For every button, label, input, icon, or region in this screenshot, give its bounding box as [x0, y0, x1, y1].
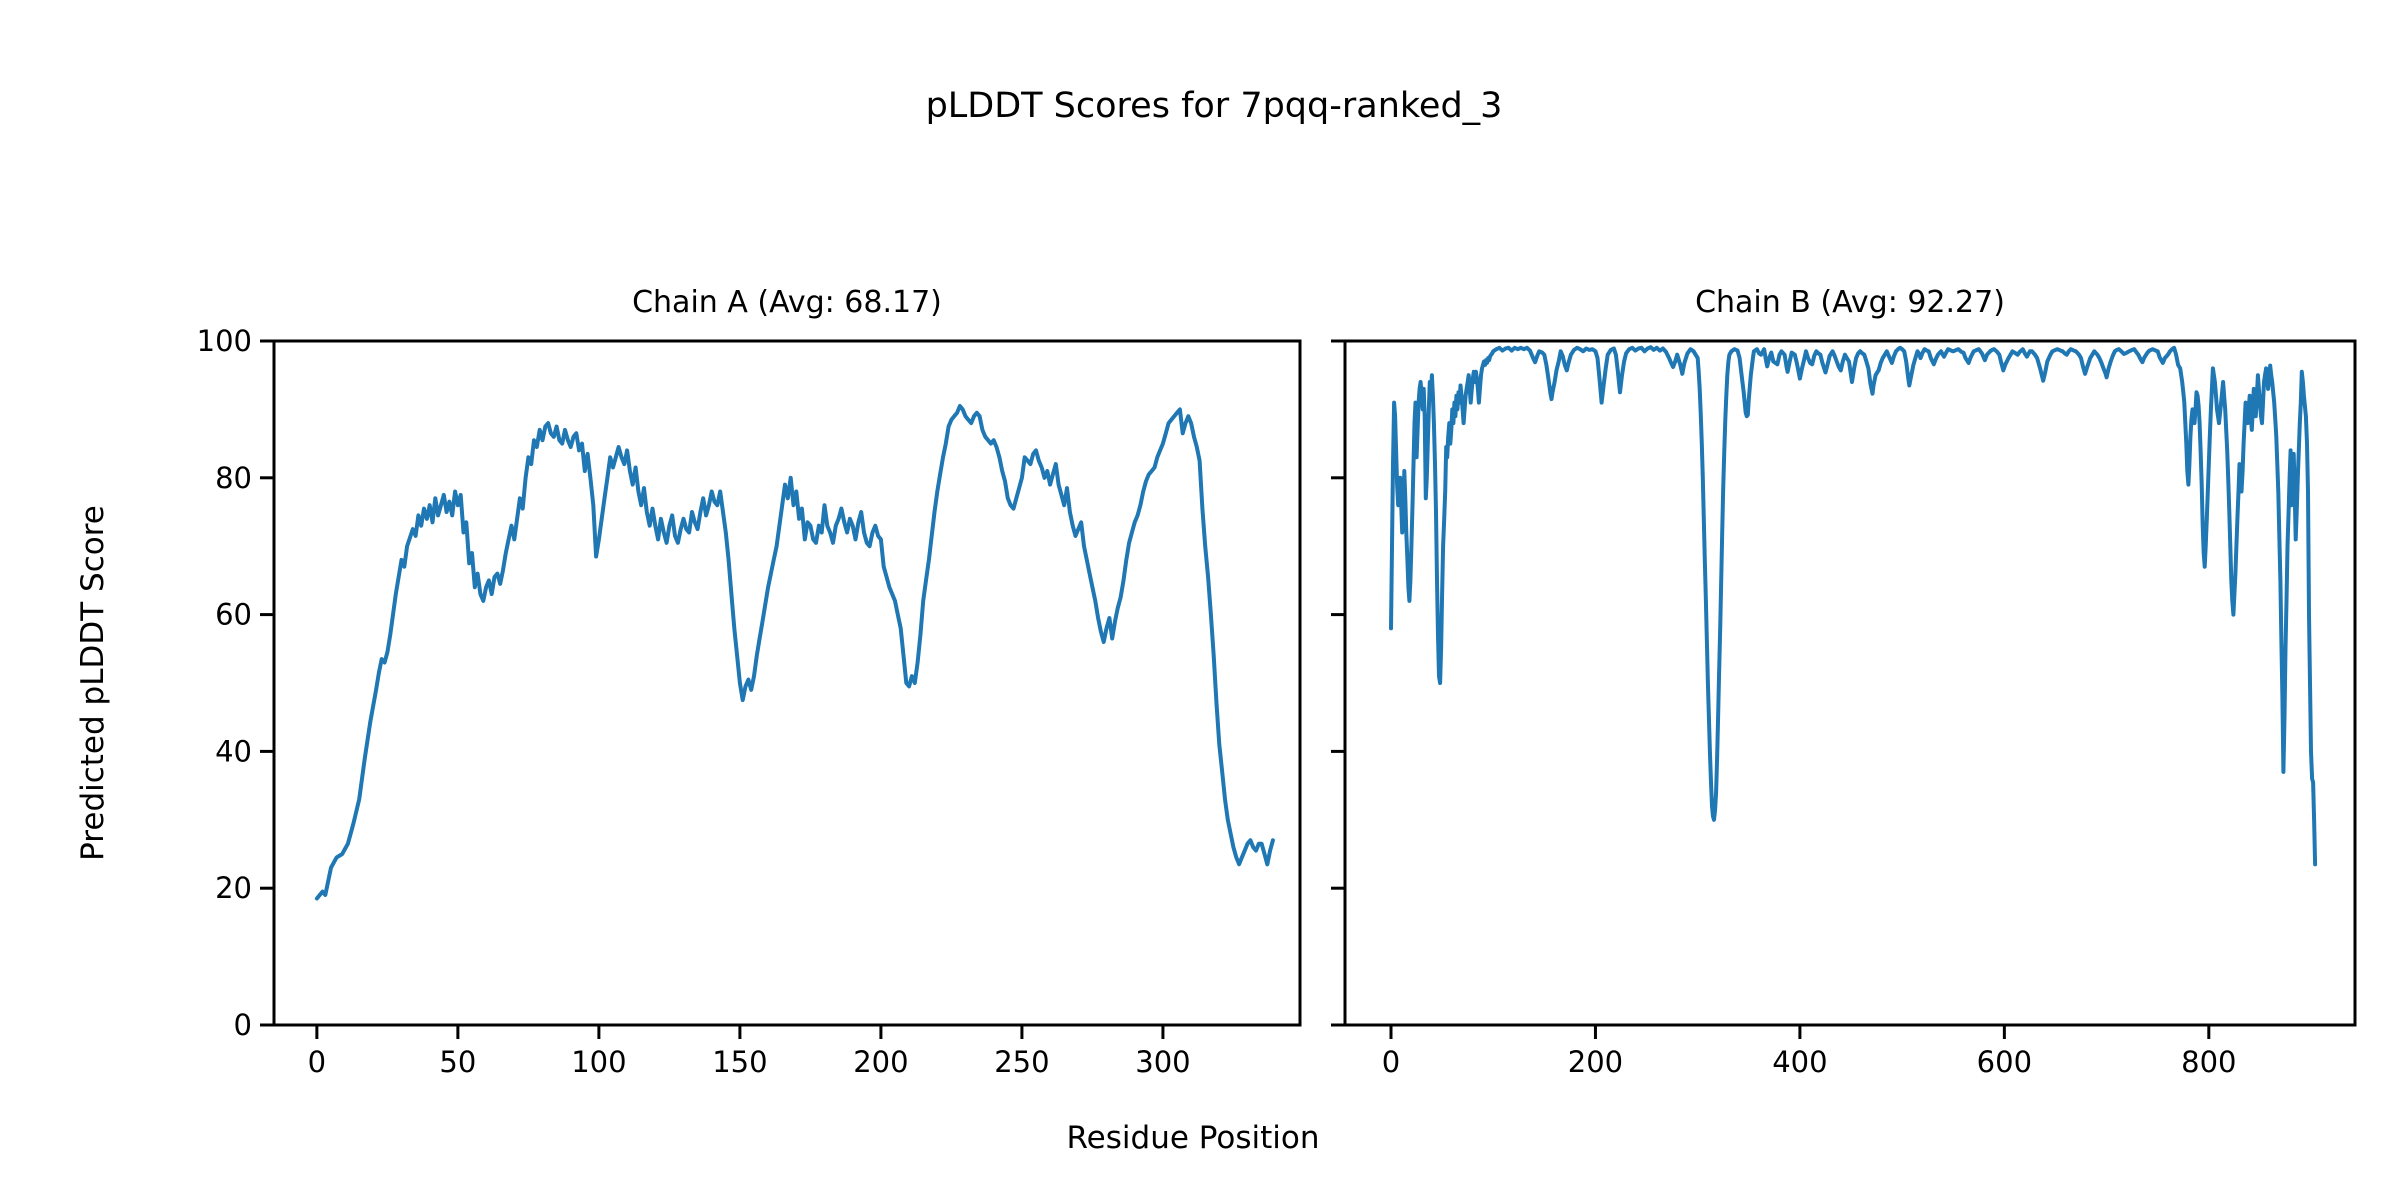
chain-b-axes: 0 200 400 600 800 — [1331, 339, 2357, 1079]
axes-spines — [272, 339, 1302, 1027]
y-tick-label: 80 — [215, 461, 252, 495]
x-tick-label: 200 — [853, 1045, 908, 1079]
y-tick-label: 0 — [234, 1008, 252, 1042]
chain-a-axes: 0 50 100 150 200 250 300 0 20 40 60 80 100 — [197, 324, 1302, 1079]
figure-title: pLDDT Scores for 7pqq-ranked_3 — [925, 86, 1503, 126]
y-tick-label: 40 — [215, 734, 252, 768]
plddt-line-chain-b — [1389, 345, 2318, 867]
x-axis-label: Residue Position — [1067, 1120, 1320, 1156]
chain-b-subplot-title: Chain B (Avg: 92.27) — [1695, 285, 2005, 320]
x-tick-label: 50 — [439, 1045, 476, 1079]
axes-spines — [1343, 339, 2357, 1027]
x-tick-label: 600 — [1977, 1045, 2032, 1079]
chain-a-subplot-title: Chain A (Avg: 68.17) — [632, 285, 942, 320]
plddt-line-chain-a — [314, 404, 1275, 901]
x-tick-label: 0 — [1382, 1045, 1400, 1079]
x-tick-label: 400 — [1772, 1045, 1827, 1079]
y-tick-label: 100 — [197, 324, 252, 358]
x-tick-label: 150 — [712, 1045, 767, 1079]
x-tick-label: 0 — [308, 1045, 326, 1079]
x-tick-label: 300 — [1135, 1045, 1190, 1079]
y-tick-label: 60 — [215, 598, 252, 632]
y-tick-label: 20 — [215, 871, 252, 905]
x-tick-label: 200 — [1568, 1045, 1623, 1079]
x-tick-label: 100 — [571, 1045, 626, 1079]
y-axis-label: Predicted pLDDT Score — [75, 505, 111, 861]
x-tick-label: 800 — [2181, 1045, 2236, 1079]
x-tick-label: 250 — [994, 1045, 1049, 1079]
